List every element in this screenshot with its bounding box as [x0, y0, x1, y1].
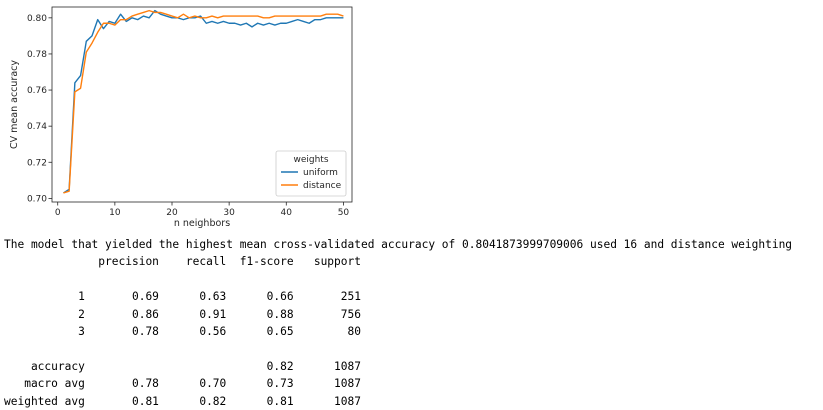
- legend-title: weights: [293, 155, 328, 165]
- report-row: 1 0.69 0.63 0.66 251: [4, 290, 361, 304]
- y-tick-label: 0.76: [27, 86, 47, 96]
- report-row: 3 0.78 0.56 0.65 80: [4, 325, 361, 339]
- cell-output: The model that yielded the highest mean …: [4, 236, 792, 410]
- series-line-distance: [63, 9, 344, 194]
- report-rows: 1 0.69 0.63 0.66 251 2 0.86 0.91 0.88 75…: [4, 271, 792, 410]
- chart-figure: 0 10 20 30 40 50 0.70 0.72 0.74 0.76 0.78 0.80 n nei…: [0, 0, 380, 236]
- x-axis-label: n neighbors: [174, 218, 230, 229]
- x-tick-label: 10: [109, 208, 121, 218]
- x-tick-label: 0: [55, 208, 61, 218]
- legend-entry-uniform: uniform: [303, 168, 338, 178]
- series-line-uniform: [63, 9, 344, 194]
- report-row: macro avg 0.78 0.70 0.73 1087: [4, 377, 361, 391]
- x-tick-label: 30: [223, 208, 235, 218]
- y-tick-label: 0.78: [27, 50, 47, 60]
- report-row: [4, 340, 792, 357]
- y-tick-label: 0.74: [27, 122, 47, 132]
- report-row: 2 0.86 0.91 0.88 756: [4, 307, 361, 321]
- y-tick-label: 0.80: [27, 14, 47, 24]
- report-header: precision recall f1-score support: [4, 255, 361, 269]
- legend-entry-distance: distance: [303, 181, 342, 191]
- report-row: accuracy 0.82 1087: [4, 359, 361, 373]
- report-row: [4, 271, 792, 288]
- y-tick-label: 0.72: [27, 158, 47, 168]
- axes-layer: 0 10 20 30 40 50 0.70 0.72 0.74 0.76 0.78 0.80 n nei…: [9, 6, 353, 229]
- y-tick-label: 0.70: [27, 194, 47, 204]
- summary-line: The model that yielded the highest mean …: [4, 238, 793, 251]
- x-tick-label: 50: [338, 208, 350, 218]
- chart-svg: 0 10 20 30 40 50 0.70 0.72 0.74 0.76 0.78 0.80 n nei…: [9, 6, 353, 229]
- chart-legend: weights uniform distance: [275, 150, 347, 197]
- axes-frame: [51, 6, 353, 203]
- series-layer: [63, 9, 344, 194]
- x-tick-label: 40: [281, 208, 293, 218]
- report-row: weighted avg 0.81 0.82 0.81 1087: [4, 394, 361, 408]
- y-axis-label: CV mean accuracy: [9, 60, 20, 149]
- x-tick-label: 20: [166, 208, 178, 218]
